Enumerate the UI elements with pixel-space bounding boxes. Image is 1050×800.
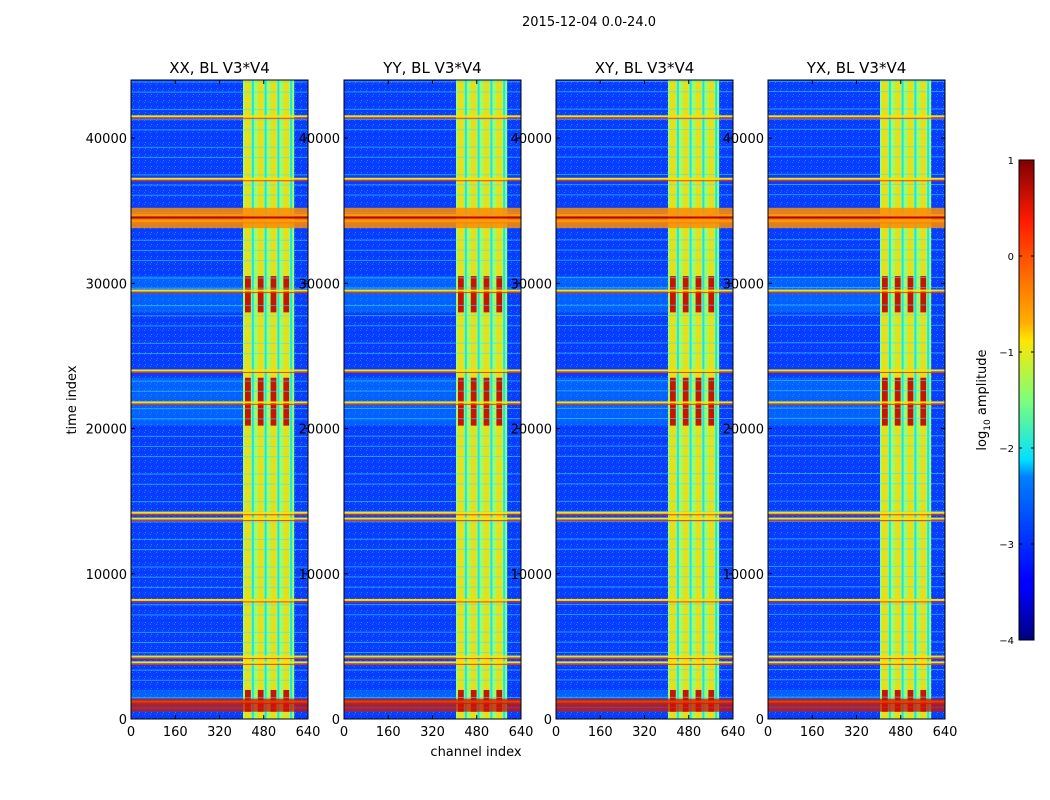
x-tick-label: 640 xyxy=(933,725,958,740)
y-tick-label: 0 xyxy=(756,713,764,728)
panels: XX, BL V3*V4 0 160 320 480 640 0 10000 20000 3000… xyxy=(86,59,958,740)
y-tick-label: 40000 xyxy=(511,132,552,147)
x-tick-label: 640 xyxy=(509,725,534,740)
y-tick-label: 10000 xyxy=(511,568,552,583)
y-tick-label: 10000 xyxy=(299,568,340,583)
x-tick-label: 320 xyxy=(420,725,445,740)
x-tick-label: 0 xyxy=(127,725,135,740)
x-tick-label: 480 xyxy=(888,725,913,740)
panel-title: YY, BL V3*V4 xyxy=(382,59,481,77)
y-tick-label: 10000 xyxy=(723,568,764,583)
y-tick-label: 20000 xyxy=(511,423,552,438)
panel-yy: YY, BL V3*V4 0 160 320 480 640 0 10000 20000 3000… xyxy=(299,59,534,740)
x-tick-label: 640 xyxy=(721,725,746,740)
panel-title: XX, BL V3*V4 xyxy=(169,59,270,77)
y-tick-label: 20000 xyxy=(299,423,340,438)
panel-xy: XY, BL V3*V4 0 160 320 480 640 0 10000 20000 3000… xyxy=(511,59,746,740)
colorbar-tick-label: −2 xyxy=(999,444,1014,455)
heatmap-image xyxy=(768,80,945,719)
x-tick-label: 0 xyxy=(764,725,772,740)
x-axis-label: channel index xyxy=(430,745,521,760)
colorbar: −4 −3 −2 −1 0 1 xyxy=(999,156,1035,647)
y-tick-label: 40000 xyxy=(299,132,340,147)
panel-xx: XX, BL V3*V4 0 160 320 480 640 0 10000 20000 3000… xyxy=(86,59,321,740)
colorbar-tick-label: −1 xyxy=(999,348,1014,359)
colorbar-tick-label: −4 xyxy=(999,636,1014,647)
x-tick-label: 0 xyxy=(340,725,348,740)
y-tick-label: 40000 xyxy=(723,132,764,147)
panel-yx: YX, BL V3*V4 0 160 320 480 640 0 10000 20000 3000… xyxy=(723,59,958,740)
y-axis-label: time index xyxy=(65,365,80,434)
colorbar-gradient xyxy=(1018,159,1035,641)
panel-title: YX, BL V3*V4 xyxy=(806,59,907,77)
x-tick-label: 160 xyxy=(163,725,188,740)
colorbar-label: log10 amplitude xyxy=(975,349,993,450)
colorbar-tick-label: 1 xyxy=(1008,156,1014,167)
x-tick-label: 160 xyxy=(588,725,613,740)
x-tick-label: 640 xyxy=(296,725,321,740)
colorbar-tick-label: −3 xyxy=(999,540,1014,551)
x-tick-label: 160 xyxy=(800,725,825,740)
y-tick-label: 40000 xyxy=(86,132,127,147)
heatmap-image xyxy=(131,80,308,719)
y-tick-label: 0 xyxy=(119,713,127,728)
x-tick-label: 0 xyxy=(552,725,560,740)
y-tick-label: 0 xyxy=(544,713,552,728)
heatmap-image xyxy=(556,80,733,719)
y-tick-label: 30000 xyxy=(86,277,127,292)
y-tick-label: 20000 xyxy=(86,423,127,438)
panel-title: XY, BL V3*V4 xyxy=(595,59,695,77)
x-tick-label: 480 xyxy=(251,725,276,740)
x-tick-label: 480 xyxy=(464,725,489,740)
heatmap-image xyxy=(344,80,521,719)
y-tick-label: 30000 xyxy=(511,277,552,292)
y-tick-label: 0 xyxy=(332,713,340,728)
y-tick-label: 30000 xyxy=(299,277,340,292)
x-tick-label: 320 xyxy=(844,725,869,740)
y-tick-label: 20000 xyxy=(723,423,764,438)
x-tick-label: 320 xyxy=(632,725,657,740)
y-tick-label: 30000 xyxy=(723,277,764,292)
x-tick-label: 480 xyxy=(676,725,701,740)
x-tick-label: 160 xyxy=(376,725,401,740)
colorbar-tick-label: 0 xyxy=(1008,252,1014,263)
y-tick-label: 10000 xyxy=(86,568,127,583)
suptitle: 2015-12-04 0.0-24.0 xyxy=(522,15,656,30)
x-tick-label: 320 xyxy=(207,725,232,740)
